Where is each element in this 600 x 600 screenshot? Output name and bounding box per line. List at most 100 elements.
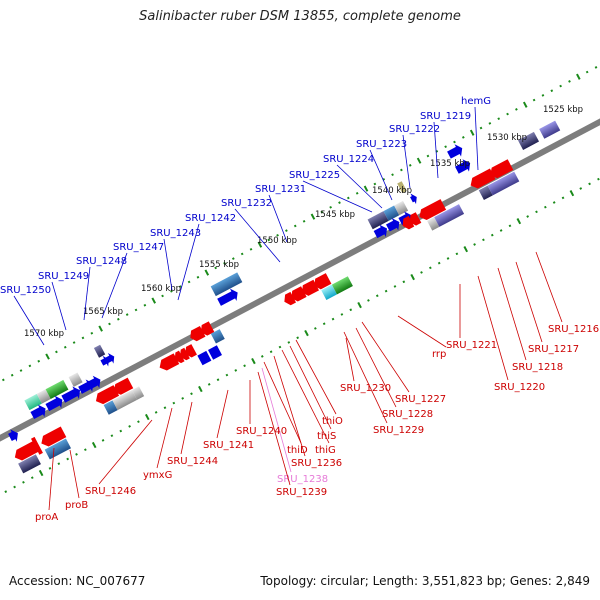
- forward-gene-arrow: [373, 224, 388, 239]
- scale-label: 1550 kbp: [257, 236, 297, 246]
- forward-gene-label: SRU_1225: [289, 170, 340, 181]
- scale-tick: [19, 369, 23, 372]
- reverse-gene-arrow: [470, 168, 496, 189]
- scale-label: 1525 kbp: [543, 105, 583, 115]
- label-connector: [261, 367, 292, 473]
- reverse-gene-arrow: [113, 377, 134, 395]
- scale-tick: [13, 485, 16, 489]
- scale-tick: [506, 112, 509, 116]
- label-connector: [361, 321, 410, 393]
- reverse-gene-label: proB: [65, 500, 88, 511]
- label-connector: [234, 208, 281, 263]
- label-connector: [289, 345, 332, 430]
- reverse-gene-arrow: [41, 426, 67, 447]
- inner-scale-ticks: [4, 177, 600, 494]
- forward-gene-label: SRU_1243: [150, 228, 201, 239]
- scale-tick: [461, 136, 465, 139]
- scale-tick: [453, 140, 456, 144]
- scale-tick: [329, 205, 332, 209]
- reverse-gene-label: thiG: [315, 445, 336, 456]
- scale-tick: [349, 308, 353, 312]
- scale-tick: [420, 271, 423, 274]
- scale-tick: [267, 238, 271, 242]
- reverse-gene-arrow: [14, 436, 43, 461]
- scale-tick: [568, 80, 571, 83]
- forward-gene-arrow: [61, 386, 81, 403]
- scale-tick: [187, 280, 191, 284]
- label-connector: [180, 401, 193, 455]
- scale-tick: [429, 266, 432, 270]
- scale-labels: 1525 kbp 1530 kbp 1535 kbp 1540 kbp 1545 kbp…: [24, 105, 583, 339]
- reverse-gene-label: SRU_1227: [395, 394, 446, 405]
- scale-tick: [198, 385, 203, 393]
- gene-block: [44, 438, 72, 460]
- scale-tick: [137, 420, 140, 424]
- scale-tick: [346, 196, 350, 200]
- scale-label: 1540 kbp: [372, 186, 412, 196]
- map-title: Salinibacter ruber DSM 13855, complete g…: [139, 9, 461, 24]
- reverse-gene-label: SRU_1241: [203, 440, 254, 451]
- label-connector: [13, 295, 45, 346]
- gene-block: [24, 393, 42, 411]
- forward-gene-label: SRU_1248: [76, 256, 127, 267]
- scale-tick: [28, 364, 32, 368]
- scale-tick: [231, 257, 235, 260]
- outer-scale-ticks: [1, 66, 598, 382]
- scale-tick: [579, 187, 583, 190]
- scale-tick: [37, 359, 41, 363]
- gene-block: [45, 379, 69, 399]
- scale-tick: [287, 341, 291, 344]
- scale-tick: [302, 219, 306, 223]
- scale-tick: [576, 73, 581, 80]
- scale-tick: [373, 182, 377, 186]
- reverse-gene-arrow: [490, 159, 514, 179]
- scale-tick: [543, 205, 547, 209]
- scale-tick: [276, 233, 279, 237]
- scale-tick: [134, 308, 138, 312]
- scale-tick: [75, 452, 78, 456]
- label-connector: [257, 371, 291, 486]
- scale-tick: [10, 373, 14, 377]
- scale-tick: [145, 413, 150, 421]
- scale-tick: [181, 397, 185, 400]
- label-connector: [163, 238, 173, 291]
- reverse-gene-label: thiD: [287, 445, 308, 456]
- forward-gene-arrow: [386, 218, 400, 232]
- label-connector: [433, 121, 439, 179]
- scale-tick: [320, 210, 324, 214]
- gene-block: [487, 171, 520, 196]
- scale-tick: [22, 480, 25, 484]
- scale-label: 1565 kbp: [83, 307, 123, 317]
- gene-block: [210, 272, 243, 297]
- label-connector: [156, 407, 173, 469]
- label-connector: [343, 331, 388, 424]
- label-connector: [268, 194, 288, 243]
- scale-tick: [214, 266, 217, 270]
- forward-gene-blocks: [8, 120, 561, 442]
- gene-block: [197, 350, 212, 366]
- scale-tick: [63, 345, 67, 349]
- forward-gene-arrow: [105, 353, 115, 364]
- scale-tick: [293, 224, 297, 228]
- gene-block: [208, 345, 222, 360]
- scale-tick: [416, 157, 422, 164]
- label-connector: [497, 267, 527, 361]
- reverse-gene-label: thiO: [322, 416, 343, 427]
- scale-tick: [391, 173, 394, 177]
- forward-gene-arrow: [410, 193, 417, 205]
- scale-label: 1535 kbp: [430, 159, 470, 169]
- gene-block: [68, 372, 83, 387]
- reverse-gene-label: proA: [35, 512, 58, 523]
- label-connector: [345, 337, 355, 382]
- gene-block: [321, 284, 337, 301]
- scale-tick: [532, 98, 536, 102]
- forward-gene-labels: hemG SRU_1219 SRU_1222 SRU_1223 SRU_1224 SRU_…: [0, 96, 491, 346]
- reverse-gene-arrow: [200, 321, 215, 336]
- scale-tick: [588, 182, 591, 186]
- scale-tick: [269, 350, 273, 354]
- scale-tick: [446, 257, 450, 260]
- reverse-gene-label: SRU_1230: [340, 383, 391, 394]
- scale-tick: [322, 322, 326, 326]
- reverse-gene-arrow: [419, 199, 447, 221]
- scale-tick: [55, 350, 58, 354]
